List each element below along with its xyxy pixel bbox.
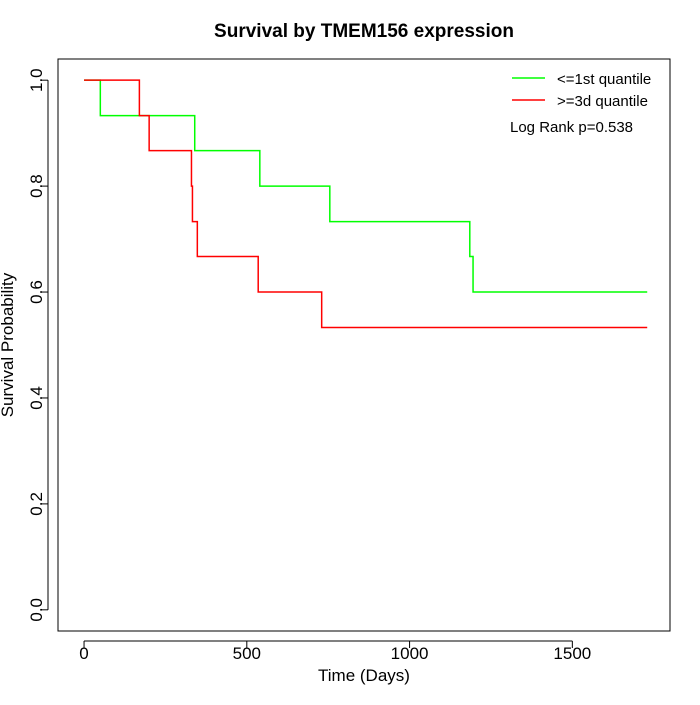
- log-rank-annotation: Log Rank p=0.538: [510, 119, 633, 136]
- y-axis-label: Survival Probability: [0, 272, 17, 417]
- y-tick-label: 0.4: [27, 386, 46, 410]
- y-tick-label: 1.0: [27, 68, 46, 92]
- x-tick-label: 500: [233, 644, 261, 663]
- x-tick-label: 0: [79, 644, 88, 663]
- x-axis: 0 500 1000 1500: [79, 640, 591, 663]
- series-line-low: [84, 79, 648, 293]
- x-axis-label: Time (Days): [318, 666, 410, 685]
- x-tick-label: 1500: [553, 644, 591, 663]
- chart-title: Survival by TMEM156 expression: [214, 21, 514, 42]
- plot-frame: [57, 58, 671, 632]
- legend-label-high: >=3d quantile: [557, 93, 648, 110]
- y-tick-label: 0.0: [27, 598, 46, 622]
- x-tick-label: 1000: [391, 644, 429, 663]
- y-tick-label: 0.2: [27, 492, 46, 516]
- y-axis: 0.0 0.2 0.4 0.6 0.8 1.0: [27, 68, 49, 622]
- legend-label-low: <=1st quantile: [557, 71, 651, 88]
- y-tick-label: 0.6: [27, 280, 46, 304]
- legend: <=1st quantile >=3d quantile: [512, 71, 651, 110]
- y-tick-label: 0.8: [27, 174, 46, 198]
- series-group: [84, 79, 648, 329]
- series-line-high: [84, 79, 648, 329]
